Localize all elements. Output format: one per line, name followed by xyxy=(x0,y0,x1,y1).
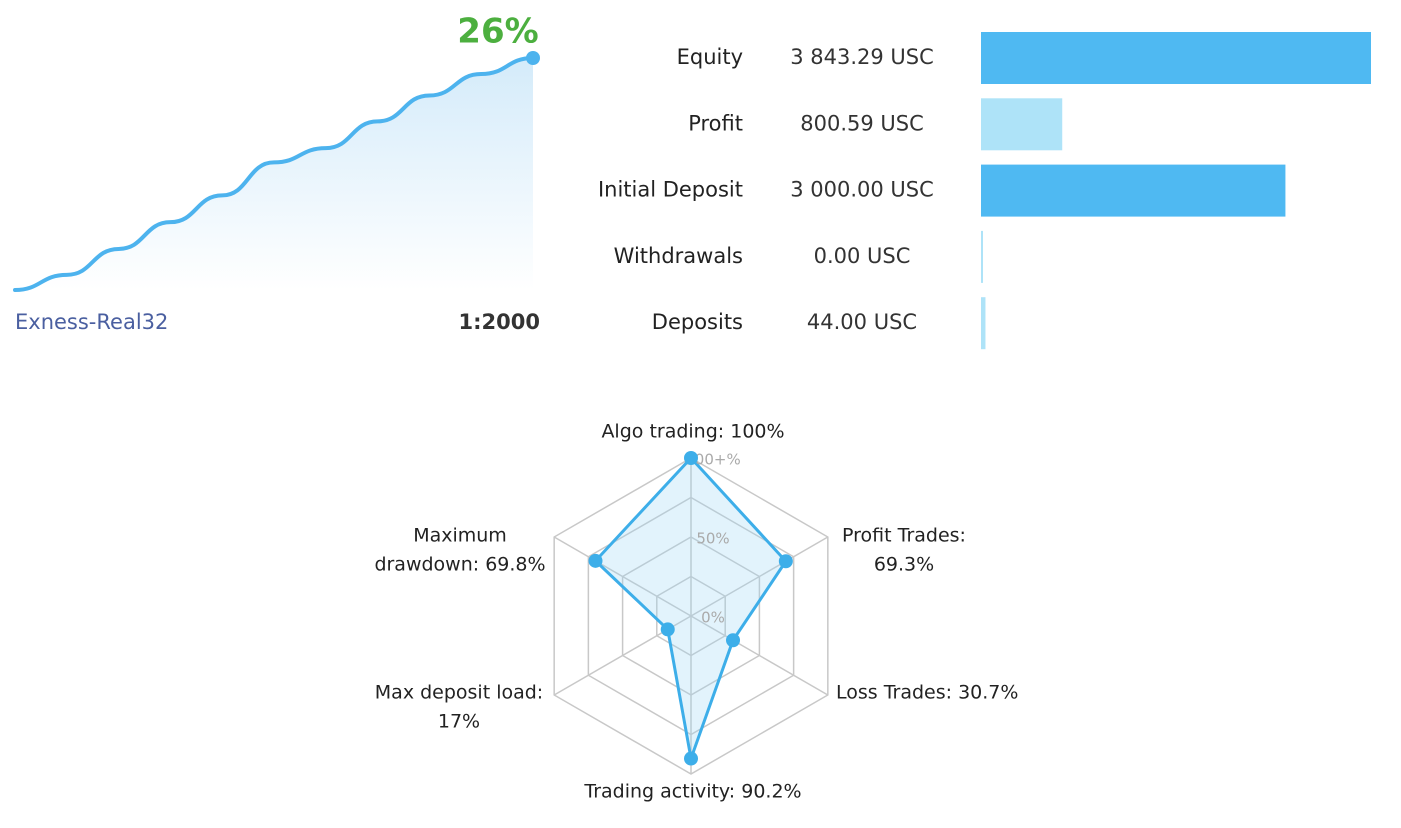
row-value: 44.00 USC xyxy=(807,310,917,334)
bar xyxy=(981,230,983,283)
account-name: Exness-Real32 xyxy=(15,310,168,334)
row-value: 3 000.00 USC xyxy=(790,178,934,202)
radar-label: 17% xyxy=(438,711,480,733)
radar-label: Max deposit load: xyxy=(375,682,543,704)
bar xyxy=(981,32,1371,84)
row-label: Profit xyxy=(688,111,743,135)
radar-tick-label: 50% xyxy=(696,530,729,548)
radar-area xyxy=(593,456,788,761)
radar-tick-label: 0% xyxy=(701,609,725,627)
growth-label: 26% xyxy=(457,12,538,52)
row-label: Equity xyxy=(677,45,743,69)
leverage: 1:2000 xyxy=(459,310,540,334)
radar-point xyxy=(778,554,793,569)
row-value: 3 843.29 USC xyxy=(790,45,934,69)
row-value: 0.00 USC xyxy=(814,244,911,268)
radar-point xyxy=(684,751,698,766)
growth-end-point xyxy=(526,51,540,65)
bar xyxy=(981,164,1286,217)
radar-label: Profit Trades: xyxy=(842,525,966,547)
spoke xyxy=(690,615,829,696)
row-label: Withdrawals xyxy=(614,244,743,268)
bar xyxy=(981,297,986,350)
row-value: 800.59 USC xyxy=(800,111,924,135)
radar-label: 69.3% xyxy=(874,554,934,576)
row-label: Deposits xyxy=(652,310,743,334)
radar-label: Trading activity: 90.2% xyxy=(583,781,801,803)
spoke xyxy=(553,536,692,617)
radar-tick-label: 100+% xyxy=(685,451,740,469)
bar xyxy=(981,98,1063,151)
radar-point xyxy=(684,451,698,465)
radar-point xyxy=(660,622,675,637)
radar-label: Maximum xyxy=(413,525,507,547)
radar-point xyxy=(726,633,741,648)
radar-label: Algo trading: 100% xyxy=(601,421,784,443)
row-label: Initial Deposit xyxy=(598,178,743,202)
growth-line xyxy=(13,56,535,292)
radar-label: drawdown: 69.8% xyxy=(374,554,545,576)
spoke xyxy=(690,536,829,617)
radar-point xyxy=(588,553,603,568)
radar-label: Loss Trades: 30.7% xyxy=(836,682,1018,704)
growth-area xyxy=(15,58,533,290)
